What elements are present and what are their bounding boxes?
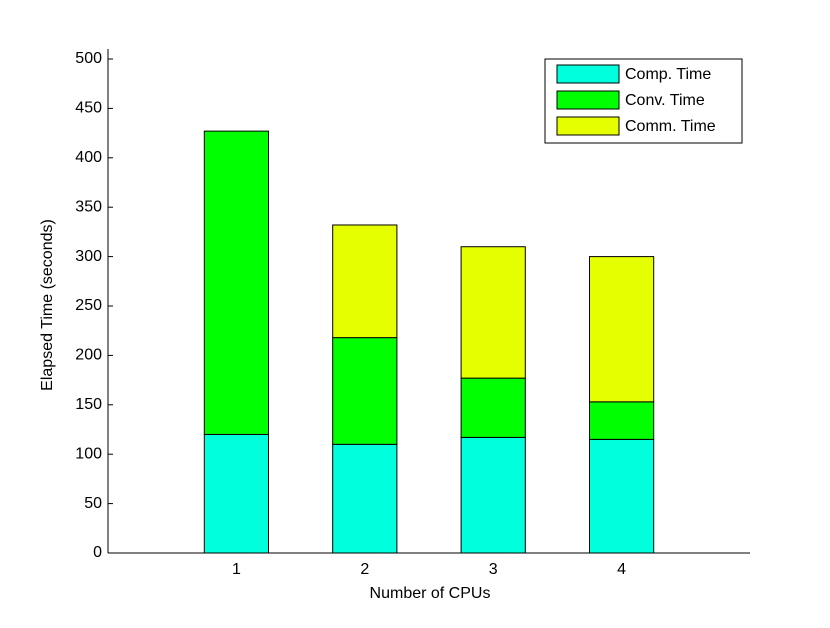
- x-tick-label: 3: [489, 561, 498, 578]
- y-tick-label: 50: [84, 495, 102, 512]
- bar-segment: [332, 224, 398, 339]
- y-tick-label: 350: [75, 198, 102, 215]
- x-tick-label: 4: [617, 561, 626, 578]
- legend-swatch: [556, 116, 620, 136]
- legend-label: Conv. Time: [625, 92, 705, 109]
- bar-segment: [589, 401, 655, 440]
- y-tick-label: 250: [75, 297, 102, 314]
- bar-segment: [460, 436, 526, 554]
- y-tick-label: 450: [75, 100, 102, 117]
- legend-label: Comp. Time: [625, 66, 711, 83]
- bar-segment: [332, 443, 398, 554]
- y-tick-label: 200: [75, 347, 102, 364]
- bar-segment: [203, 130, 269, 435]
- bar-segment: [203, 433, 269, 554]
- y-tick-label: 0: [93, 544, 102, 561]
- legend-swatch: [556, 90, 620, 110]
- bar-segment: [332, 337, 398, 445]
- y-axis-label: Elapsed Time (seconds): [39, 219, 56, 391]
- legend-swatch: [556, 64, 620, 84]
- y-tick-label: 300: [75, 248, 102, 265]
- x-tick-label: 1: [232, 561, 241, 578]
- legend-label: Comm. Time: [625, 118, 716, 135]
- x-axis-label: Number of CPUs: [370, 585, 491, 602]
- bar-segment: [589, 256, 655, 403]
- y-tick-label: 100: [75, 445, 102, 462]
- y-tick-label: 150: [75, 396, 102, 413]
- bar-segment: [460, 246, 526, 379]
- bar-segment: [460, 377, 526, 438]
- bar-segment: [589, 438, 655, 554]
- x-tick-label: 2: [360, 561, 369, 578]
- y-tick-label: 500: [75, 50, 102, 67]
- y-tick-label: 400: [75, 149, 102, 166]
